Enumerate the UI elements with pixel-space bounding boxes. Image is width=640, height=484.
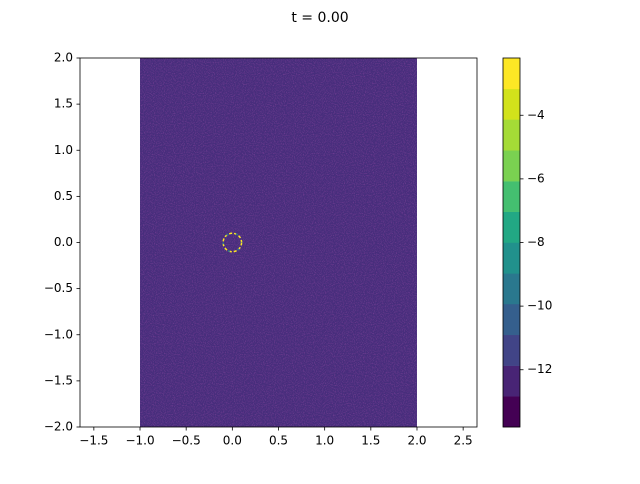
x-tick-label: −0.5 [172, 434, 201, 448]
y-tick-label: −2.0 [44, 420, 73, 434]
x-tick-label: 1.5 [361, 434, 380, 448]
colorbar-tick-label: −6 [527, 171, 545, 185]
ring [222, 232, 243, 253]
y-tick-label: 0.0 [54, 235, 73, 249]
x-tick-label: 1.0 [315, 434, 334, 448]
contour-field [140, 58, 417, 427]
colorbar-band [503, 119, 520, 151]
colorbar-band [503, 365, 520, 397]
colorbar-tick-label: −10 [527, 299, 552, 313]
colorbar-band [503, 58, 520, 90]
colorbar-tick-label: −4 [527, 108, 545, 122]
y-tick-label: 0.5 [54, 189, 73, 203]
x-tick-label: 2.0 [407, 434, 426, 448]
x-tick-label: 2.5 [454, 434, 473, 448]
x-tick-label: 0.0 [223, 434, 242, 448]
x-tick-label: −1.0 [125, 434, 154, 448]
colorbar-tick-label: −8 [527, 235, 545, 249]
y-tick-label: −0.5 [44, 281, 73, 295]
colorbar-tick-label: −12 [527, 362, 552, 376]
colorbar-band [503, 181, 520, 212]
colorbar-band [503, 334, 520, 366]
colorbar-band [503, 273, 520, 305]
chart-title: t = 0.00 [291, 10, 348, 26]
colorbar-band [503, 396, 520, 428]
y-tick-label: −1.5 [44, 373, 73, 387]
y-tick-label: 1.5 [54, 97, 73, 111]
colorbar-band [503, 150, 520, 182]
x-tick-label: −1.5 [79, 434, 108, 448]
x-tick-label: 0.5 [269, 434, 288, 448]
colorbar-band [503, 242, 520, 274]
colorbar-band [503, 303, 520, 336]
y-tick-label: −1.0 [44, 327, 73, 341]
colorbar-band [503, 88, 520, 120]
colorbar-band [503, 211, 520, 243]
y-tick-label: 1.0 [54, 143, 73, 157]
y-tick-label: 2.0 [54, 51, 73, 65]
